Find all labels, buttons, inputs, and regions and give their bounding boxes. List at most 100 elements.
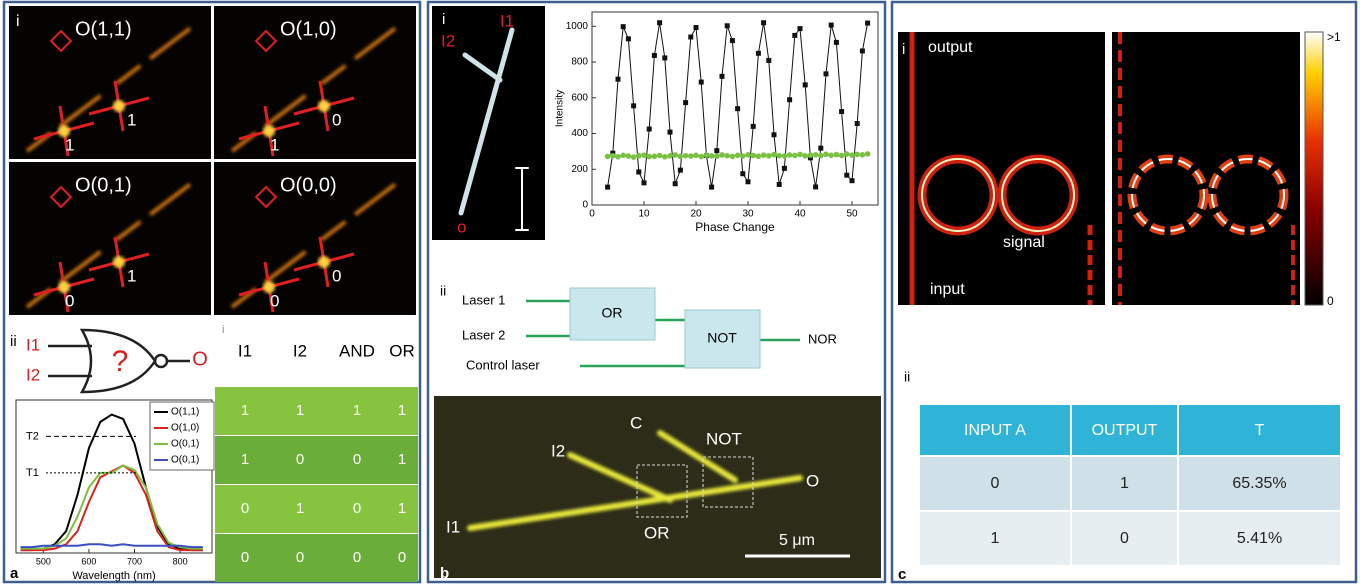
marker: [662, 55, 667, 60]
laser-label: Laser 1: [462, 292, 505, 307]
table-cell: 1: [241, 451, 249, 468]
panel-label: c: [898, 566, 906, 583]
marker: [615, 154, 621, 160]
table-cell: 1: [1120, 475, 1129, 492]
figure: O(1,1)11O(1,0)01O(0,1)10O(0,0)00iiiI1I2?…: [0, 0, 1360, 585]
marker: [610, 153, 616, 159]
state-label: 0: [270, 291, 279, 310]
marker: [688, 35, 693, 40]
x-tick-label: 30: [742, 209, 754, 220]
marker: [693, 153, 699, 159]
marker: [818, 153, 824, 159]
table-cell: 1: [991, 530, 1000, 547]
marker: [751, 124, 756, 129]
marker: [839, 109, 844, 114]
marker: [750, 153, 756, 159]
marker: [818, 146, 823, 151]
legend-label: O(0,1): [171, 439, 199, 450]
table-cell: 0: [398, 549, 406, 566]
marker: [636, 169, 641, 174]
marker: [854, 152, 860, 158]
laser-label: Laser 2: [462, 327, 505, 342]
gate-input: I1: [26, 335, 40, 354]
marker: [730, 154, 736, 160]
table-label: i: [222, 324, 224, 336]
marker: [730, 38, 735, 43]
threshold-label: T2: [26, 430, 39, 442]
marker: [631, 103, 636, 108]
x-tick-label: 50: [846, 209, 858, 220]
x-tick-label: 40: [794, 209, 806, 220]
marker: [808, 152, 814, 158]
marker: [813, 184, 818, 189]
marker: [824, 71, 829, 76]
sub-label: i: [16, 13, 20, 30]
table-cell: 1: [353, 402, 361, 419]
marker: [605, 154, 611, 160]
marker: [850, 178, 855, 183]
x-axis-label: Wavelength (nm): [72, 570, 155, 582]
marker: [860, 48, 865, 53]
marker: [720, 74, 725, 79]
marker: [740, 153, 746, 159]
panel-label: b: [440, 565, 449, 582]
port-label: input: [930, 281, 965, 298]
x-tick-label: 0: [589, 209, 595, 220]
marker: [844, 173, 849, 178]
marker: [787, 97, 792, 102]
marker: [652, 153, 658, 159]
image-title: O(1,0): [280, 18, 337, 40]
table-cell: 0: [296, 451, 304, 468]
marker: [699, 80, 704, 85]
marker: [709, 153, 715, 159]
marker: [771, 152, 777, 158]
table-cell: 0: [241, 500, 249, 517]
marker: [605, 185, 610, 190]
marker: [704, 152, 710, 158]
marker: [668, 130, 673, 135]
marker: [683, 153, 689, 159]
table-cell: 1: [398, 500, 406, 517]
micrograph-label: OR: [644, 523, 670, 542]
marker: [719, 152, 725, 158]
marker: [860, 152, 866, 158]
x-tick-label: 20: [690, 209, 702, 220]
marker: [657, 153, 663, 159]
marker: [672, 152, 678, 158]
marker: [735, 106, 740, 111]
colorbar: [1305, 32, 1323, 305]
marker: [834, 152, 840, 158]
gate-symbol: ?: [112, 345, 129, 378]
y-tick-label: 400: [571, 128, 588, 139]
marker: [620, 153, 626, 159]
marker: [761, 20, 766, 25]
marker: [616, 77, 621, 82]
table-header-cell: OR: [389, 341, 415, 360]
marker: [865, 21, 870, 26]
threshold-label: T1: [26, 467, 39, 479]
marker: [678, 154, 684, 160]
table-header-cell: I1: [238, 341, 252, 360]
marker: [823, 151, 829, 157]
table-cell: 0: [353, 549, 361, 566]
state-label: 1: [127, 266, 136, 285]
laser-label: Control laser: [466, 357, 540, 372]
state-label: 1: [127, 110, 136, 129]
sub-label: ii: [440, 283, 446, 299]
table-header-cell: OUTPUT: [1092, 422, 1158, 439]
x-tick-label: 800: [173, 556, 188, 566]
x-tick-label: 700: [127, 556, 142, 566]
marker: [865, 151, 871, 157]
marker: [678, 168, 683, 173]
panel-label: a: [10, 565, 19, 582]
port-label: output: [928, 39, 973, 56]
table-header-cell: INPUT A: [964, 422, 1026, 439]
marker: [756, 51, 761, 56]
marker: [746, 179, 751, 184]
state-label: 0: [332, 110, 341, 129]
micrograph-label: O: [806, 471, 819, 490]
marker: [714, 148, 719, 153]
table-header-cell: T: [1255, 422, 1265, 439]
marker: [621, 24, 626, 29]
legend-label: O(0,1): [171, 455, 199, 466]
